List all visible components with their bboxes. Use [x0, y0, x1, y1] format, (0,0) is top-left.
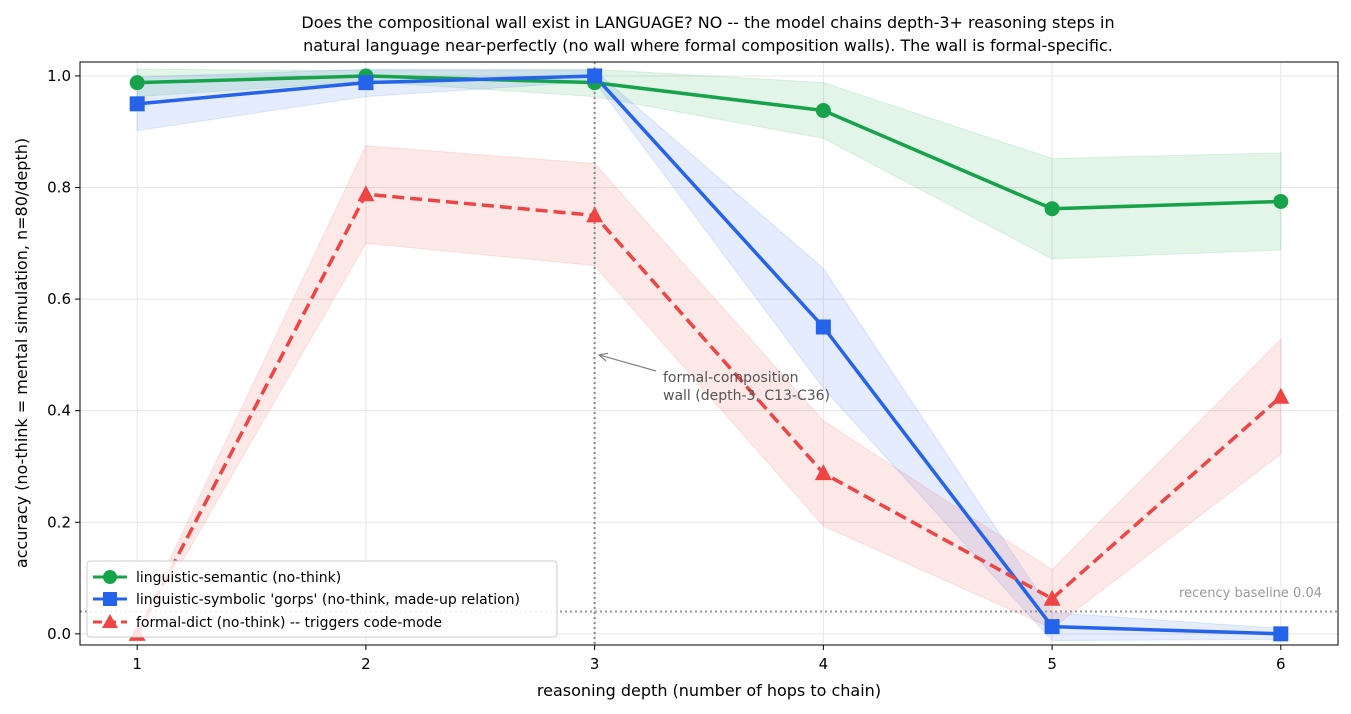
x-tick-label: 1 — [132, 655, 142, 673]
data-point-triangle — [586, 206, 604, 223]
y-axis-label: accuracy (no-think = mental simulation, … — [12, 138, 31, 568]
data-point-square — [587, 68, 603, 84]
series-lines — [135, 74, 1282, 636]
confidence-bands — [136, 68, 1282, 642]
legend-marker-symbolic — [103, 592, 117, 606]
y-tick-label: 0.0 — [47, 625, 71, 643]
annotation-arrowhead — [597, 352, 609, 362]
data-point-circle — [1273, 193, 1289, 209]
y-tick-label: 0.2 — [47, 513, 71, 531]
x-tick-label: 3 — [590, 655, 600, 673]
data-point-triangle — [1043, 589, 1061, 606]
annotation-arrow — [599, 354, 657, 372]
y-tick-label: 0.4 — [47, 402, 71, 420]
legend-label-semantic: linguistic-semantic (no-think) — [136, 570, 341, 586]
y-tick-label: 0.6 — [47, 290, 71, 308]
x-tick-label: 4 — [819, 655, 829, 673]
data-point-square — [1273, 626, 1289, 642]
x-tick-label: 5 — [1047, 655, 1057, 673]
data-point-square — [358, 75, 374, 91]
legend-label-formal: formal-dict (no-think) -- triggers code-… — [136, 615, 442, 631]
legend-marker-formal — [102, 614, 118, 628]
axis-ticks: 1 2 3 4 5 6 0.0 0.2 0.4 0.6 0.8 1.0 — [47, 67, 1285, 673]
x-axis-label: reasoning depth (number of hops to chain… — [537, 681, 881, 700]
data-point-circle — [815, 103, 831, 119]
series-line — [137, 74, 1281, 211]
data-point-square — [1044, 619, 1060, 635]
y-tick-label: 0.8 — [47, 179, 71, 197]
wall-annotation: formal-composition wall (depth-3, C13-C3… — [597, 352, 830, 404]
baseline-label: recency baseline 0.04 — [1179, 586, 1322, 601]
data-point-square — [815, 319, 831, 335]
data-point-circle — [1044, 201, 1060, 217]
legend-label-symbolic: linguistic-symbolic 'gorps' (no-think, m… — [136, 592, 520, 608]
data-point-triangle — [814, 464, 832, 481]
annotation-text-line-2: wall (depth-3, C13-C36) — [663, 388, 830, 404]
legend-box — [86, 560, 558, 638]
data-point-circle — [129, 75, 145, 91]
data-point-square — [129, 96, 145, 112]
chart-title-line-1: Does the compositional wall exist in LAN… — [301, 13, 1114, 32]
y-tick-label: 1.0 — [47, 67, 71, 85]
annotation-text-line-1: formal-composition — [663, 370, 799, 386]
reference-lines — [80, 62, 1338, 645]
chart-title-line-2: natural language near-perfectly (no wall… — [303, 36, 1113, 55]
series-line — [137, 74, 1281, 636]
legend: linguistic-semantic (no-think) linguisti… — [86, 560, 558, 638]
data-point-triangle — [1272, 387, 1290, 404]
data-point-triangle — [357, 185, 375, 202]
x-tick-label: 2 — [361, 655, 371, 673]
plot-frame — [79, 61, 1339, 646]
legend-marker-semantic — [103, 570, 117, 584]
x-tick-label: 6 — [1276, 655, 1286, 673]
